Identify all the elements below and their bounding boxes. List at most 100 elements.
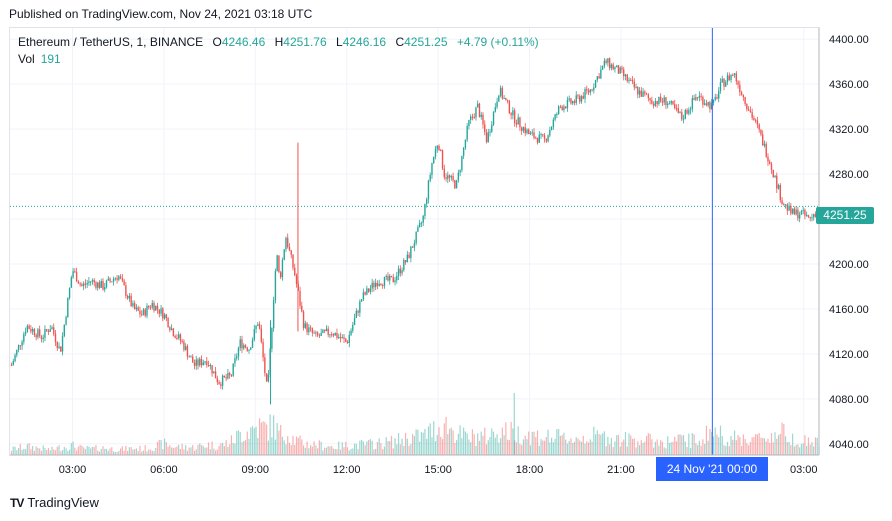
volume-bar <box>593 426 595 455</box>
candle-body <box>538 134 540 143</box>
candle-body <box>91 280 94 282</box>
candle-body <box>360 299 363 302</box>
candle-body <box>744 97 746 105</box>
volume-bar <box>670 442 672 455</box>
volume-bar <box>410 444 412 455</box>
volume-bar <box>605 446 607 455</box>
volume-bar <box>637 441 639 455</box>
candle-body <box>260 328 263 342</box>
volume-bar <box>600 434 602 455</box>
volume-bar <box>19 444 21 455</box>
volume-bar <box>125 445 127 455</box>
candle-body <box>67 297 69 318</box>
volume-bar <box>130 447 132 455</box>
volume-bar <box>542 440 544 455</box>
candle-body <box>765 143 767 157</box>
volume-bar <box>693 434 695 455</box>
volume-bar <box>702 439 704 455</box>
candle-body <box>192 356 194 363</box>
volume-bar <box>441 439 444 455</box>
candle-body <box>737 81 739 85</box>
candle-body <box>197 359 199 366</box>
volume-bar <box>466 433 468 455</box>
candle-body <box>753 117 755 121</box>
candle-body <box>703 103 706 105</box>
candle-body <box>686 110 688 114</box>
candle-body <box>417 227 419 232</box>
volume-bar <box>206 447 208 455</box>
candle-body <box>647 94 650 99</box>
candle-body <box>179 334 182 341</box>
volume-bar <box>561 435 563 455</box>
volume-bar <box>524 435 526 455</box>
candle-body <box>781 200 783 205</box>
volume-bar <box>749 442 751 455</box>
volume-bar <box>236 430 238 455</box>
candle-body <box>617 65 620 74</box>
candle-body <box>255 325 257 330</box>
candle-body <box>14 355 16 362</box>
candle-body <box>559 106 562 108</box>
volume-bar <box>24 449 27 455</box>
volume-bar <box>647 433 649 455</box>
volume-bar <box>232 442 234 455</box>
volume-bar <box>494 437 496 455</box>
volume-bar <box>331 446 333 455</box>
volume-bar <box>199 443 201 455</box>
candle-body <box>144 309 146 316</box>
candle-body <box>151 302 153 308</box>
volume-bar <box>141 451 143 455</box>
volume-bar <box>56 446 58 455</box>
volume-bar <box>617 434 620 455</box>
candle-body <box>496 101 498 108</box>
volume-bar <box>419 441 421 455</box>
y-tick-label: 4200.00 <box>829 259 869 271</box>
volume-bar <box>158 439 160 455</box>
candle-body <box>582 96 584 99</box>
candle-body <box>146 305 148 316</box>
candle-body <box>132 303 134 307</box>
volume-bar <box>28 443 30 455</box>
candle-body <box>382 285 384 287</box>
high-label: H <box>274 35 284 49</box>
volume-bar <box>586 441 588 455</box>
candle-body <box>742 95 745 98</box>
brand[interactable]: TV TradingView <box>10 495 99 510</box>
candle-body <box>77 281 80 284</box>
volume-bar <box>698 440 700 455</box>
volume-bar <box>119 448 122 455</box>
candle-body <box>438 145 440 151</box>
volume-bar <box>709 428 711 455</box>
volume-bar <box>174 447 176 455</box>
candle-body <box>628 79 630 81</box>
volume-bar <box>628 433 630 455</box>
volume-bar <box>413 436 415 455</box>
candle-body <box>228 372 231 376</box>
candle-body <box>452 176 454 181</box>
candle-body <box>540 134 542 136</box>
volume-bar <box>237 430 240 455</box>
candle-body <box>327 328 329 335</box>
candle-body <box>431 163 433 175</box>
volume-bar <box>806 445 808 455</box>
candle-body <box>241 339 243 349</box>
volume-bar <box>394 438 396 455</box>
candle-body <box>193 362 196 366</box>
volume-bar <box>149 449 152 455</box>
candle-body <box>123 280 125 286</box>
candle-body <box>672 101 674 105</box>
candle-body <box>89 281 92 283</box>
volume-bar <box>607 436 609 455</box>
volume-bar <box>656 439 658 455</box>
candle-body <box>128 295 131 299</box>
candle-body <box>510 113 512 116</box>
candle-body <box>533 132 535 138</box>
volume-bar <box>482 435 484 455</box>
candle-body <box>410 246 412 259</box>
volume-bar <box>153 451 155 455</box>
volume-bar <box>492 431 495 455</box>
x-tick-label: 18:00 <box>516 464 544 476</box>
volume-bar <box>529 445 532 455</box>
volume-bar <box>556 428 558 455</box>
